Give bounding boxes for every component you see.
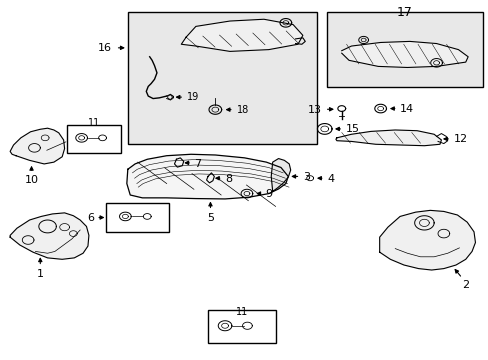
Text: 18: 18: [236, 105, 248, 114]
Polygon shape: [335, 130, 441, 146]
Polygon shape: [126, 154, 287, 199]
Polygon shape: [379, 210, 474, 270]
Polygon shape: [10, 128, 64, 164]
Text: 14: 14: [399, 104, 413, 113]
Text: 19: 19: [187, 92, 199, 102]
Polygon shape: [271, 158, 290, 192]
Text: 11: 11: [87, 118, 100, 128]
Text: 2: 2: [461, 280, 468, 290]
Text: 7: 7: [194, 158, 201, 168]
Text: 5: 5: [206, 213, 214, 223]
Text: 15: 15: [345, 124, 359, 134]
Text: 1: 1: [37, 269, 44, 279]
Text: 8: 8: [224, 174, 232, 184]
Bar: [106, 203, 169, 232]
Bar: [67, 125, 120, 153]
Text: 17: 17: [396, 6, 412, 19]
Text: 13: 13: [307, 105, 322, 114]
Text: 4: 4: [326, 174, 334, 184]
Text: 6: 6: [86, 213, 94, 223]
Text: 11: 11: [235, 307, 247, 317]
Text: 16: 16: [98, 43, 112, 53]
Polygon shape: [181, 19, 302, 51]
Bar: [207, 310, 276, 342]
Text: 9: 9: [265, 189, 272, 199]
Bar: [127, 12, 317, 144]
Bar: [326, 12, 482, 87]
Text: 10: 10: [24, 175, 39, 185]
Text: 3: 3: [302, 172, 309, 182]
Polygon shape: [10, 213, 89, 259]
Polygon shape: [341, 41, 467, 67]
Text: 12: 12: [453, 134, 467, 144]
